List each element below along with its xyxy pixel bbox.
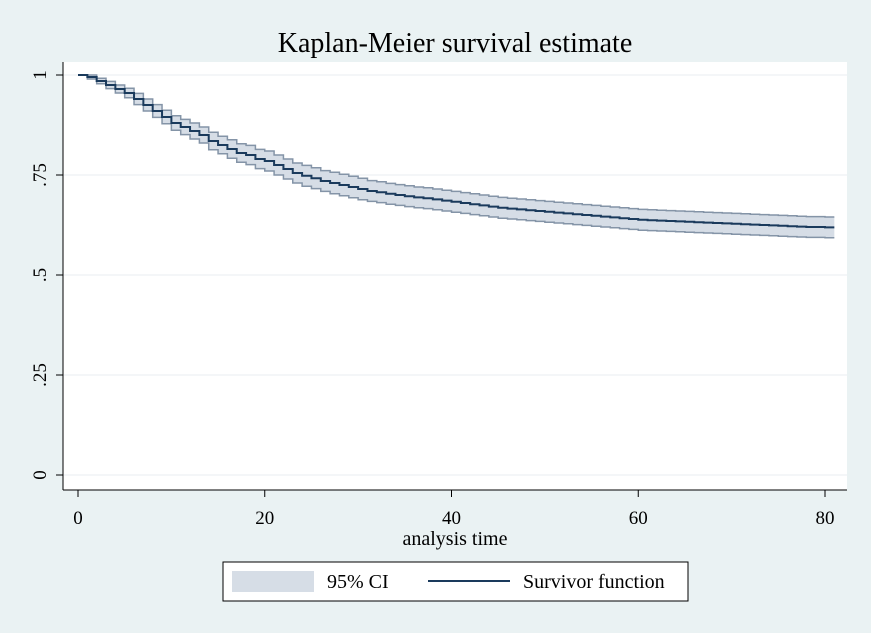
ci-lower-bound	[78, 74, 835, 239]
x-tick-label: 20	[255, 508, 274, 529]
y-tick-label: 0	[30, 470, 51, 480]
y-tick-label: .5	[30, 268, 51, 282]
y-tick-label: 1	[30, 70, 51, 80]
x-axis-label: analysis time	[403, 528, 508, 550]
y-tick-label: .25	[30, 363, 51, 387]
x-tick-label: 0	[73, 508, 83, 529]
line-layer	[78, 74, 835, 229]
x-tick-label: 60	[629, 508, 648, 529]
ci-band	[78, 75, 835, 238]
axes-layer: 0 20 40 60 80 0 .25 .5 .75 1	[30, 62, 847, 529]
legend: 95% CI Survivor function	[222, 561, 689, 602]
chart-title: Kaplan-Meier survival estimate	[278, 28, 633, 59]
ci-upper-bound	[78, 74, 835, 218]
x-tick-label: 40	[442, 508, 461, 529]
x-tick-label: 80	[816, 508, 835, 529]
legend-ci-swatch	[232, 571, 314, 592]
legend-ci-label: 95% CI	[327, 571, 389, 593]
survivor-function-line	[78, 74, 835, 229]
ci-layer	[78, 74, 835, 239]
grid-layer	[63, 74, 847, 476]
y-tick-label: .75	[30, 163, 51, 187]
legend-line-label: Survivor function	[523, 571, 665, 593]
